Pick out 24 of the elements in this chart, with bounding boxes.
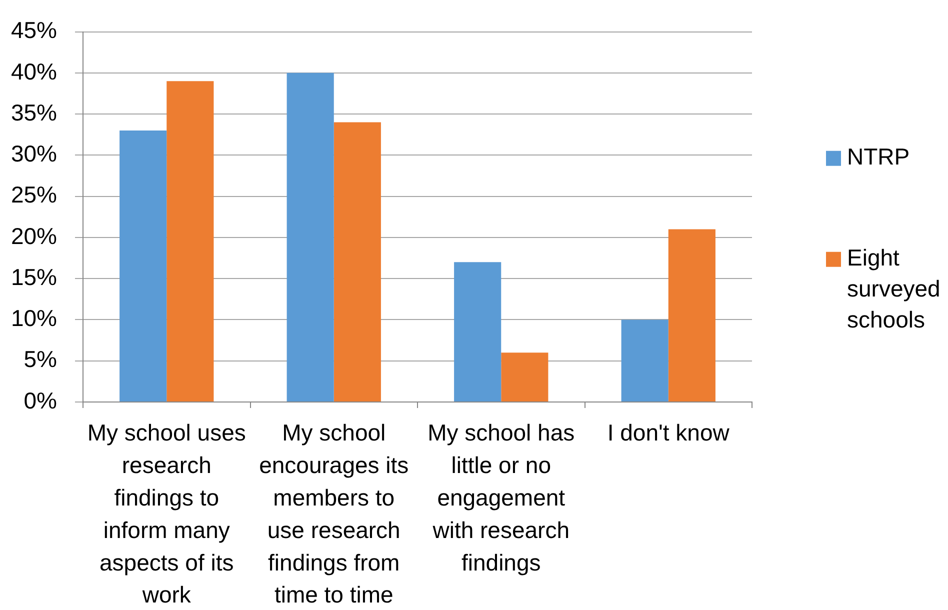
x-tick-label: My school uses research findings to inform many aspects of its work bbox=[87, 420, 246, 608]
y-tick-label: 25% bbox=[10, 182, 57, 208]
legend-label: NTRP bbox=[847, 144, 910, 170]
x-tick-label: My school has little or no engagement with research findings bbox=[428, 420, 575, 576]
y-tick-label: 35% bbox=[10, 99, 57, 126]
bar bbox=[120, 130, 167, 402]
bar bbox=[501, 352, 548, 402]
y-tick-label: 5% bbox=[24, 346, 57, 372]
y-tick-label: 30% bbox=[10, 140, 57, 167]
bar bbox=[166, 81, 214, 402]
bar bbox=[454, 262, 502, 402]
y-tick-label: 0% bbox=[24, 387, 57, 414]
bar bbox=[286, 72, 334, 402]
bar bbox=[621, 320, 668, 402]
y-tick-label: 40% bbox=[10, 58, 57, 84]
x-tick-label: My school encourages its members to use research findings from time to time bbox=[259, 420, 409, 608]
y-tick-label: 10% bbox=[10, 305, 57, 332]
bar bbox=[668, 229, 716, 402]
bar bbox=[334, 122, 381, 402]
y-tick-label: 20% bbox=[10, 222, 57, 249]
x-tick-label: I don't know bbox=[607, 420, 730, 446]
legend-label: Eight surveyed schools bbox=[847, 244, 940, 333]
y-tick-label: 15% bbox=[10, 264, 57, 290]
y-tick-label: 45% bbox=[10, 17, 57, 44]
